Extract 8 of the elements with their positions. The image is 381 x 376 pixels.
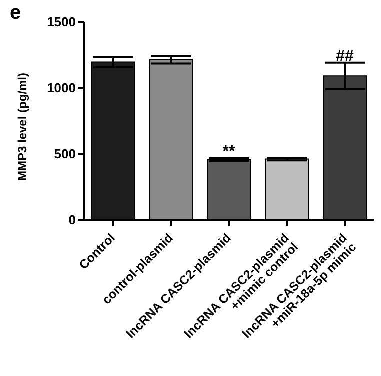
annotation: ## bbox=[336, 48, 354, 65]
y-tick-label: 1500 bbox=[47, 14, 76, 30]
text: e bbox=[10, 2, 22, 25]
y-axis-title: MMP3 level (pg/ml) bbox=[15, 72, 30, 181]
y-tick-label: 500 bbox=[54, 146, 76, 162]
y-tick-label: 1000 bbox=[47, 80, 76, 96]
annotation: ** bbox=[222, 143, 236, 160]
y-tick-label: 0 bbox=[68, 212, 76, 228]
